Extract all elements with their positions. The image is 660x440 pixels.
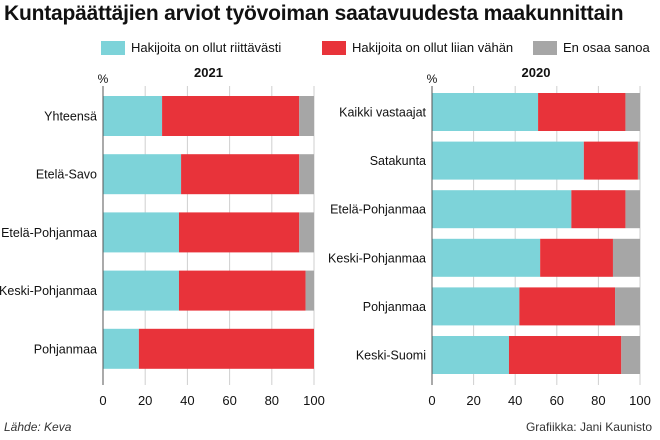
unit-label-2020: % [427, 72, 438, 86]
legend-label-liian-vahan: Hakijoita on ollut liian vähän [352, 40, 514, 55]
legend-label-en-osaa-sanoa: En osaa sanoa [563, 40, 650, 55]
bar-2021-etela-pohjanmaa-en-osaa-sanoa [299, 212, 314, 253]
tick-label-2021-80: 80 [265, 393, 279, 408]
bar-2020-etela-pohjanmaa-en-osaa-sanoa [625, 190, 640, 229]
category-label-2020-kaikki-vastaajat: Kaikki vastaajat [339, 106, 426, 120]
bar-2020-pohjanmaa-en-osaa-sanoa [615, 287, 640, 326]
bar-2021-yhteensa-hakijoita-on-ollut-liian-vahan [162, 96, 300, 136]
tick-label-2020-80: 80 [591, 393, 605, 408]
category-label-2020-keski-suomi: Keski-Suomi [356, 349, 426, 363]
bar-2021-yhteensa-en-osaa-sanoa [299, 96, 314, 136]
bar-2020-keski-suomi-hakijoita-on-ollut-riittavasti [432, 336, 509, 374]
legend-item-riittavasti: Hakijoita on ollut riittävästi [101, 40, 281, 55]
category-label-2021-pohjanmaa: Pohjanmaa [34, 342, 97, 356]
legend-item-liian-vahan: Hakijoita on ollut liian vähän [322, 40, 513, 55]
bar-2021-keski-pohjanmaa-hakijoita-on-ollut-riittavasti [103, 270, 179, 311]
legend-swatch-liian-vahan [322, 40, 346, 55]
legend-swatch-en-osaa-sanoa [533, 40, 557, 55]
bar-2020-etela-pohjanmaa-hakijoita-on-ollut-riittavasti [432, 190, 572, 229]
unit-label-2021: % [98, 72, 109, 86]
legend-label-riittavasti: Hakijoita on ollut riittävästi [131, 40, 282, 55]
legend: Hakijoita on ollut riittävästi Hakijoita… [0, 40, 660, 60]
category-label-2020-satakunta: Satakunta [370, 154, 426, 168]
category-label-2020-etela-pohjanmaa: Etelä-Pohjanmaa [330, 203, 426, 217]
bar-2021-etela-pohjanmaa-hakijoita-on-ollut-liian-vahan [178, 212, 300, 253]
bar-2021-pohjanmaa-hakijoita-on-ollut-riittavasti [103, 328, 139, 369]
bar-2020-keski-suomi-hakijoita-on-ollut-liian-vahan [508, 336, 622, 374]
bar-2020-kaikki-vastaajat-en-osaa-sanoa [625, 93, 640, 131]
tick-label-2021-40: 40 [180, 393, 194, 408]
tick-label-2021-60: 60 [222, 393, 236, 408]
tick-label-2021-0: 0 [99, 393, 106, 408]
bar-2020-keski-pohjanmaa-hakijoita-on-ollut-riittavasti [432, 238, 541, 277]
legend-swatch-riittavasti [101, 40, 125, 55]
bar-2020-pohjanmaa-hakijoita-on-ollut-riittavasti [432, 287, 520, 326]
bar-2021-keski-pohjanmaa-en-osaa-sanoa [305, 270, 314, 311]
bar-2020-kaikki-vastaajat-hakijoita-on-ollut-riittavasti [432, 93, 539, 131]
tick-label-2020-0: 0 [428, 393, 435, 408]
bar-2020-keski-pohjanmaa-en-osaa-sanoa [612, 238, 640, 277]
category-label-2021-etela-savo: Etelä-Savo [36, 168, 97, 182]
bar-2020-keski-suomi-en-osaa-sanoa [621, 336, 640, 374]
bar-2020-etela-pohjanmaa-hakijoita-on-ollut-liian-vahan [571, 190, 626, 229]
credit-note: Grafiikka: Jani Kaunisto [525, 420, 652, 434]
bar-2021-etela-savo-en-osaa-sanoa [299, 154, 314, 195]
category-label-2021-yhteensa: Yhteensä [44, 110, 97, 124]
bar-2021-keski-pohjanmaa-hakijoita-on-ollut-liian-vahan [178, 270, 306, 311]
category-label-2021-keski-pohjanmaa: Keski-Pohjanmaa [0, 284, 97, 298]
bar-2021-etela-pohjanmaa-hakijoita-on-ollut-riittavasti [103, 212, 179, 253]
tick-label-2020-60: 60 [550, 393, 564, 408]
category-label-2021-etela-pohjanmaa: Etelä-Pohjanmaa [1, 226, 97, 240]
category-label-2020-pohjanmaa: Pohjanmaa [363, 300, 426, 314]
bar-2021-yhteensa-hakijoita-on-ollut-riittavasti [103, 96, 163, 136]
bar-2020-satakunta-hakijoita-on-ollut-liian-vahan [583, 141, 638, 180]
bar-2020-satakunta-en-osaa-sanoa [637, 141, 640, 180]
tick-label-2020-20: 20 [466, 393, 480, 408]
bar-2020-satakunta-hakijoita-on-ollut-riittavasti [432, 141, 584, 180]
bar-2021-etela-savo-hakijoita-on-ollut-riittavasti [103, 154, 182, 195]
bar-2020-pohjanmaa-hakijoita-on-ollut-liian-vahan [519, 287, 616, 326]
bar-2021-pohjanmaa-hakijoita-on-ollut-liian-vahan [138, 328, 314, 369]
tick-label-2021-20: 20 [138, 393, 152, 408]
panel-title-2021: 2021 [194, 65, 223, 80]
source-note: Lähde: Keva [4, 420, 72, 434]
tick-label-2020-100: 100 [629, 393, 651, 408]
bar-2020-keski-pohjanmaa-hakijoita-on-ollut-liian-vahan [540, 238, 613, 277]
category-label-2020-keski-pohjanmaa: Keski-Pohjanmaa [328, 251, 426, 265]
bar-2020-kaikki-vastaajat-hakijoita-on-ollut-liian-vahan [538, 93, 626, 131]
panel-title-2020: 2020 [522, 65, 551, 80]
legend-item-en-osaa-sanoa: En osaa sanoa [533, 40, 650, 55]
tick-label-2021-100: 100 [303, 393, 325, 408]
bar-2021-etela-savo-hakijoita-on-ollut-liian-vahan [181, 154, 300, 195]
tick-label-2020-40: 40 [508, 393, 522, 408]
chart-title: Kuntapäättäjien arviot työvoiman saatavu… [4, 2, 624, 25]
